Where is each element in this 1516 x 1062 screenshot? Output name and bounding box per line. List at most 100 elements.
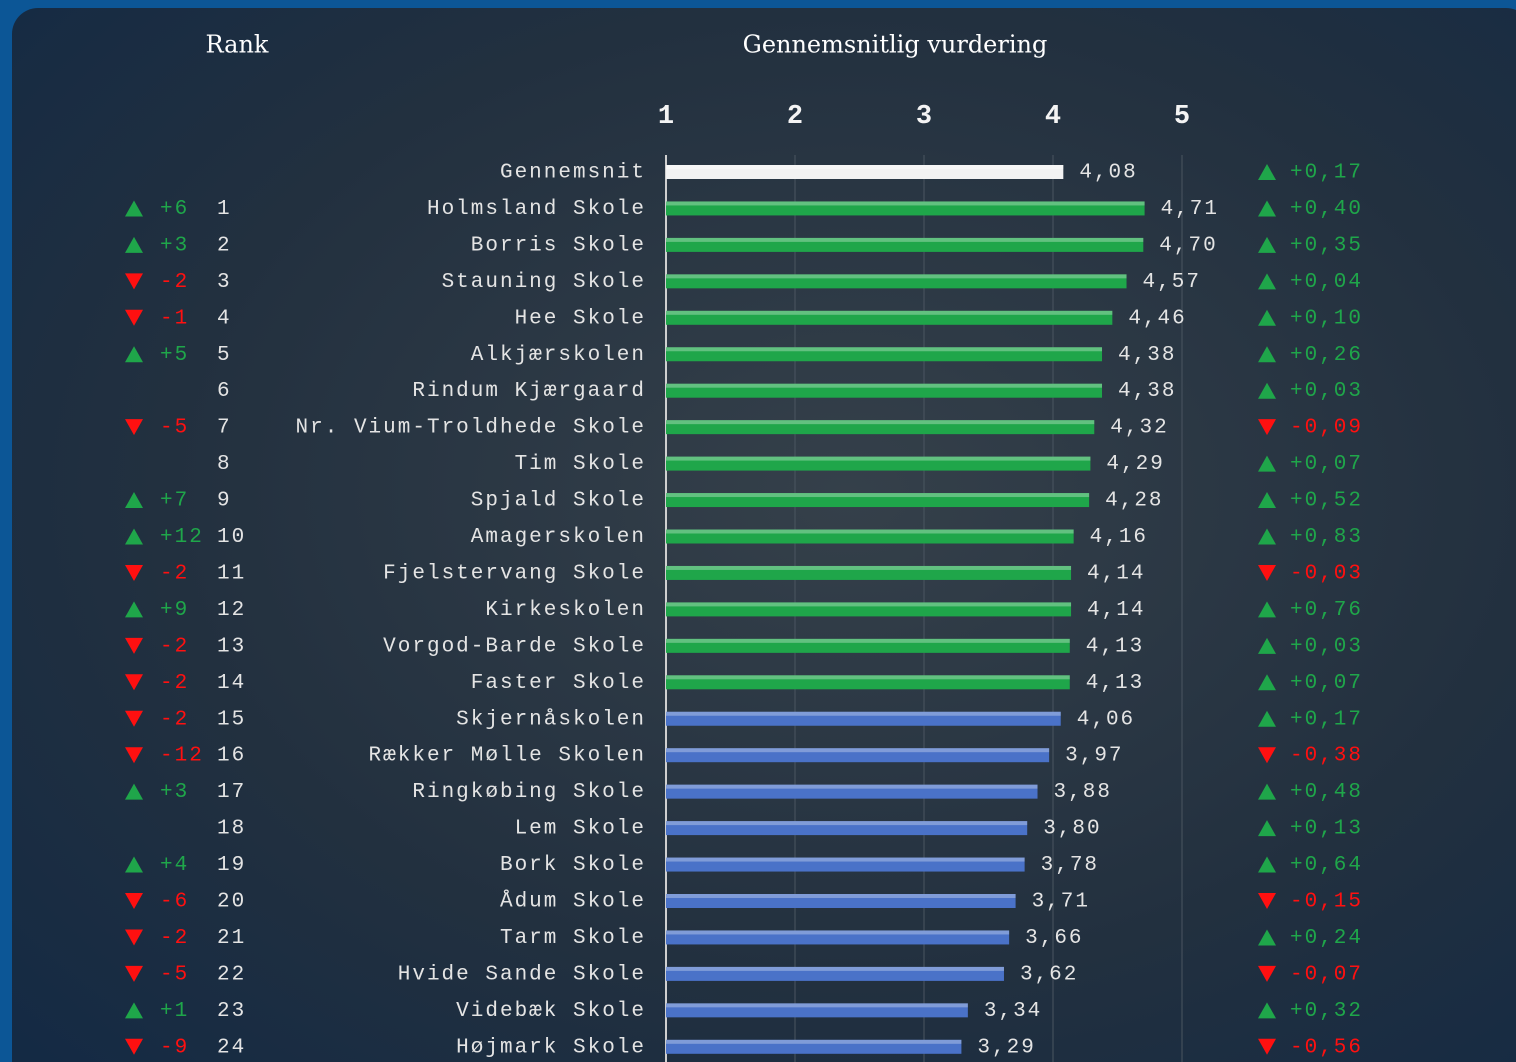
bar-shine: [666, 638, 1070, 643]
arrow-down: [1258, 419, 1276, 436]
value-label: 4,32: [1110, 417, 1168, 440]
value-label: 3,80: [1043, 818, 1101, 841]
rank: 4: [217, 307, 232, 330]
bar-shine: [666, 675, 1070, 680]
rank-change: -5: [160, 417, 189, 440]
rank: 1: [217, 198, 232, 221]
rank-change: -5: [160, 963, 189, 986]
category-label: Ringkøbing Skole: [412, 781, 646, 804]
bar: [666, 966, 1004, 981]
bar: [666, 821, 1028, 836]
value-change: +0,03: [1290, 380, 1363, 403]
arrow-down: [125, 273, 143, 290]
category-label: Hvide Sande Skole: [398, 963, 646, 986]
arrow-up: [1258, 382, 1276, 399]
value-change: +0,40: [1290, 198, 1363, 221]
x-tick-label: 1: [658, 102, 674, 132]
rank-change: +4: [160, 854, 189, 877]
value-change: +0,10: [1290, 307, 1363, 330]
rank: 22: [217, 963, 246, 986]
arrow-down: [125, 747, 143, 764]
value-change: +0,07: [1290, 672, 1363, 695]
arrow-up: [125, 1002, 143, 1019]
bar-shine: [666, 565, 1072, 570]
rank-change: -2: [160, 562, 189, 585]
rank: 20: [217, 891, 246, 914]
arrow-up: [1258, 346, 1276, 363]
value-change: +0,04: [1290, 271, 1363, 294]
arrow-up: [125, 236, 143, 253]
rank-change: -6: [160, 891, 189, 914]
bar: [666, 165, 1064, 179]
value-label: 3,66: [1025, 927, 1083, 950]
value-label: 4,28: [1105, 490, 1163, 513]
rank-change: -9: [160, 1036, 189, 1059]
bar-shine: [666, 748, 1050, 753]
category-label: Lem Skole: [515, 818, 646, 841]
chart-title: Gennemsnitlig vurdering: [743, 31, 1048, 59]
bar-shine: [666, 1003, 968, 1008]
bar-shine: [666, 456, 1091, 461]
rank: 13: [217, 635, 246, 658]
rank: 9: [217, 490, 232, 513]
value-label: 3,34: [984, 1000, 1042, 1023]
value-change: -0,15: [1290, 891, 1363, 914]
bar-shine: [666, 274, 1127, 279]
value-change: +0,48: [1290, 781, 1363, 804]
bar-shine: [666, 493, 1090, 498]
rank-change: +7: [160, 490, 189, 513]
category-label: Højmark Skole: [456, 1036, 646, 1059]
bar: [666, 857, 1025, 872]
arrow-up: [1258, 820, 1276, 837]
bar-shine: [666, 529, 1074, 534]
category-label: Skjernåskolen: [456, 708, 646, 731]
rank: 10: [217, 526, 246, 549]
category-label: Amagerskolen: [471, 526, 646, 549]
value-change: +0,35: [1290, 234, 1363, 257]
bar: [666, 711, 1061, 726]
arrow-up: [1258, 492, 1276, 509]
value-change: +0,07: [1290, 453, 1363, 476]
value-change: +0,83: [1290, 526, 1363, 549]
x-tick-label: 4: [1045, 102, 1061, 132]
rank-header: Rank: [206, 31, 269, 59]
arrow-down: [125, 309, 143, 326]
bar-shine: [666, 894, 1016, 898]
bar: [666, 675, 1070, 690]
arrow-up: [125, 346, 143, 363]
bar-shine: [666, 602, 1072, 607]
category-label: Stauning Skole: [442, 271, 646, 294]
value-label: 4,14: [1087, 562, 1145, 585]
rank-change: -2: [160, 708, 189, 731]
category-label: Borris Skole: [471, 234, 646, 257]
arrow-up: [1258, 528, 1276, 545]
category-label: Videbæk Skole: [456, 1000, 646, 1023]
rank: 15: [217, 708, 246, 731]
category-label: Rindum Kjærgaard: [412, 380, 646, 403]
rank: 11: [217, 562, 246, 585]
bar-shine: [666, 201, 1145, 206]
bar: [666, 201, 1145, 216]
arrow-up: [125, 856, 143, 873]
arrow-up: [1258, 856, 1276, 873]
category-label: Vorgod-Barde Skole: [383, 635, 646, 658]
arrow-up: [1258, 164, 1276, 180]
bar-shine: [666, 821, 1028, 826]
value-change: -0,56: [1290, 1036, 1363, 1059]
bar-shine: [666, 420, 1095, 425]
rank: 24: [217, 1036, 246, 1059]
arrow-down: [125, 893, 143, 909]
rank-change: +12: [160, 526, 204, 549]
arrow-up: [1258, 674, 1276, 691]
rank-change: +3: [160, 781, 189, 804]
value-label: 4,29: [1106, 453, 1164, 476]
bar: [666, 748, 1050, 763]
arrow-up: [1258, 309, 1276, 326]
arrow-down: [125, 419, 143, 436]
value-label: 4,08: [1079, 162, 1137, 185]
category-label: Spjald Skole: [471, 490, 646, 513]
arrow-up: [1258, 637, 1276, 654]
value-label: 4,13: [1086, 635, 1144, 658]
value-label: 4,38: [1118, 380, 1176, 403]
arrow-up: [1258, 200, 1276, 217]
